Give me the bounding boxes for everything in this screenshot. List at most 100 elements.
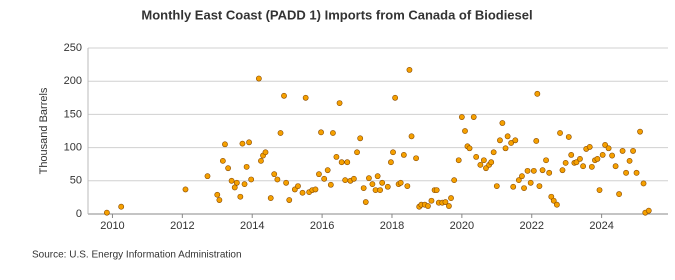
data-point (366, 175, 372, 182)
data-point (271, 171, 278, 178)
data-point (458, 114, 465, 120)
data-point (274, 176, 281, 183)
data-point (455, 157, 462, 164)
data-point (510, 183, 517, 190)
data-point (527, 179, 534, 186)
data-point (573, 159, 580, 166)
data-point (533, 138, 540, 144)
data-point (182, 186, 189, 193)
chart-title: Monthly East Coast (PADD 1) Imports from… (141, 7, 532, 22)
data-point (225, 165, 232, 172)
x-tick-label: 2016 (310, 220, 334, 232)
data-point (594, 155, 601, 162)
data-point (490, 149, 497, 156)
data-point (543, 157, 549, 164)
data-point (392, 94, 399, 101)
data-point (246, 139, 252, 146)
data-point (451, 177, 458, 184)
data-point (295, 183, 301, 190)
data-point (499, 120, 506, 126)
data-point (231, 184, 238, 191)
data-point (609, 152, 615, 159)
data-point (379, 179, 386, 186)
data-point (283, 179, 290, 186)
data-point (258, 157, 264, 164)
data-point (515, 177, 522, 184)
y-tick-label: 150 (64, 108, 82, 120)
data-point (277, 130, 284, 136)
data-point (237, 193, 244, 200)
data-point (321, 175, 328, 182)
data-point (354, 149, 360, 156)
data-point (530, 167, 537, 174)
data-point (448, 195, 454, 201)
data-point (357, 135, 364, 142)
data-point (626, 157, 633, 164)
data-point (377, 187, 383, 193)
data-point (342, 177, 349, 184)
data-point (504, 133, 511, 140)
y-tick-label: 200 (64, 75, 82, 87)
data-point (302, 94, 309, 101)
data-point (228, 177, 235, 184)
data-point (255, 75, 262, 82)
data-point (388, 159, 394, 166)
data-point (324, 167, 331, 174)
data-point (630, 148, 636, 154)
data-point (118, 203, 125, 210)
x-tick-label: 2012 (170, 220, 194, 232)
data-point (400, 152, 407, 158)
data-point (519, 173, 525, 180)
data-point (473, 153, 480, 160)
data-point (493, 183, 500, 190)
data-point (286, 197, 293, 203)
data-point (318, 129, 324, 136)
data-point (553, 201, 560, 208)
data-point (219, 157, 226, 164)
data-point (243, 163, 250, 170)
data-point (539, 167, 546, 174)
data-point (466, 145, 473, 152)
data-point (502, 145, 509, 152)
data-point (497, 137, 503, 144)
y-tick-label: 250 (64, 42, 82, 54)
x-tick-label: 2018 (380, 220, 404, 232)
data-point (536, 183, 543, 190)
data-point (616, 191, 622, 197)
data-point (645, 207, 652, 214)
y-tick-label: 0 (76, 208, 82, 220)
data-point (637, 128, 643, 135)
data-point (512, 137, 519, 144)
data-point (428, 197, 435, 204)
data-point (433, 187, 440, 193)
data-point (248, 176, 255, 183)
data-point (480, 157, 487, 164)
data-point (559, 167, 566, 174)
data-point (640, 180, 647, 187)
data-point (369, 181, 376, 188)
data-point (299, 189, 306, 196)
data-point (333, 153, 340, 160)
data-point (214, 191, 221, 198)
data-point (580, 163, 586, 170)
data-point (103, 209, 110, 216)
data-point (546, 169, 553, 176)
data-point (312, 186, 319, 193)
data-point (565, 134, 572, 140)
data-point (599, 152, 606, 158)
source-note: Source: U.S. Energy Information Administ… (32, 250, 242, 261)
x-tick-label: 2010 (100, 220, 124, 232)
data-point (316, 171, 322, 178)
data-point (408, 133, 415, 140)
data-point (521, 185, 527, 192)
data-point (524, 167, 531, 174)
data-point (350, 175, 357, 182)
data-point (404, 183, 411, 190)
data-point (327, 181, 334, 188)
data-point (330, 130, 336, 136)
data-point (605, 145, 612, 152)
data-point (344, 159, 351, 166)
data-point (577, 155, 583, 162)
data-point (241, 181, 248, 188)
